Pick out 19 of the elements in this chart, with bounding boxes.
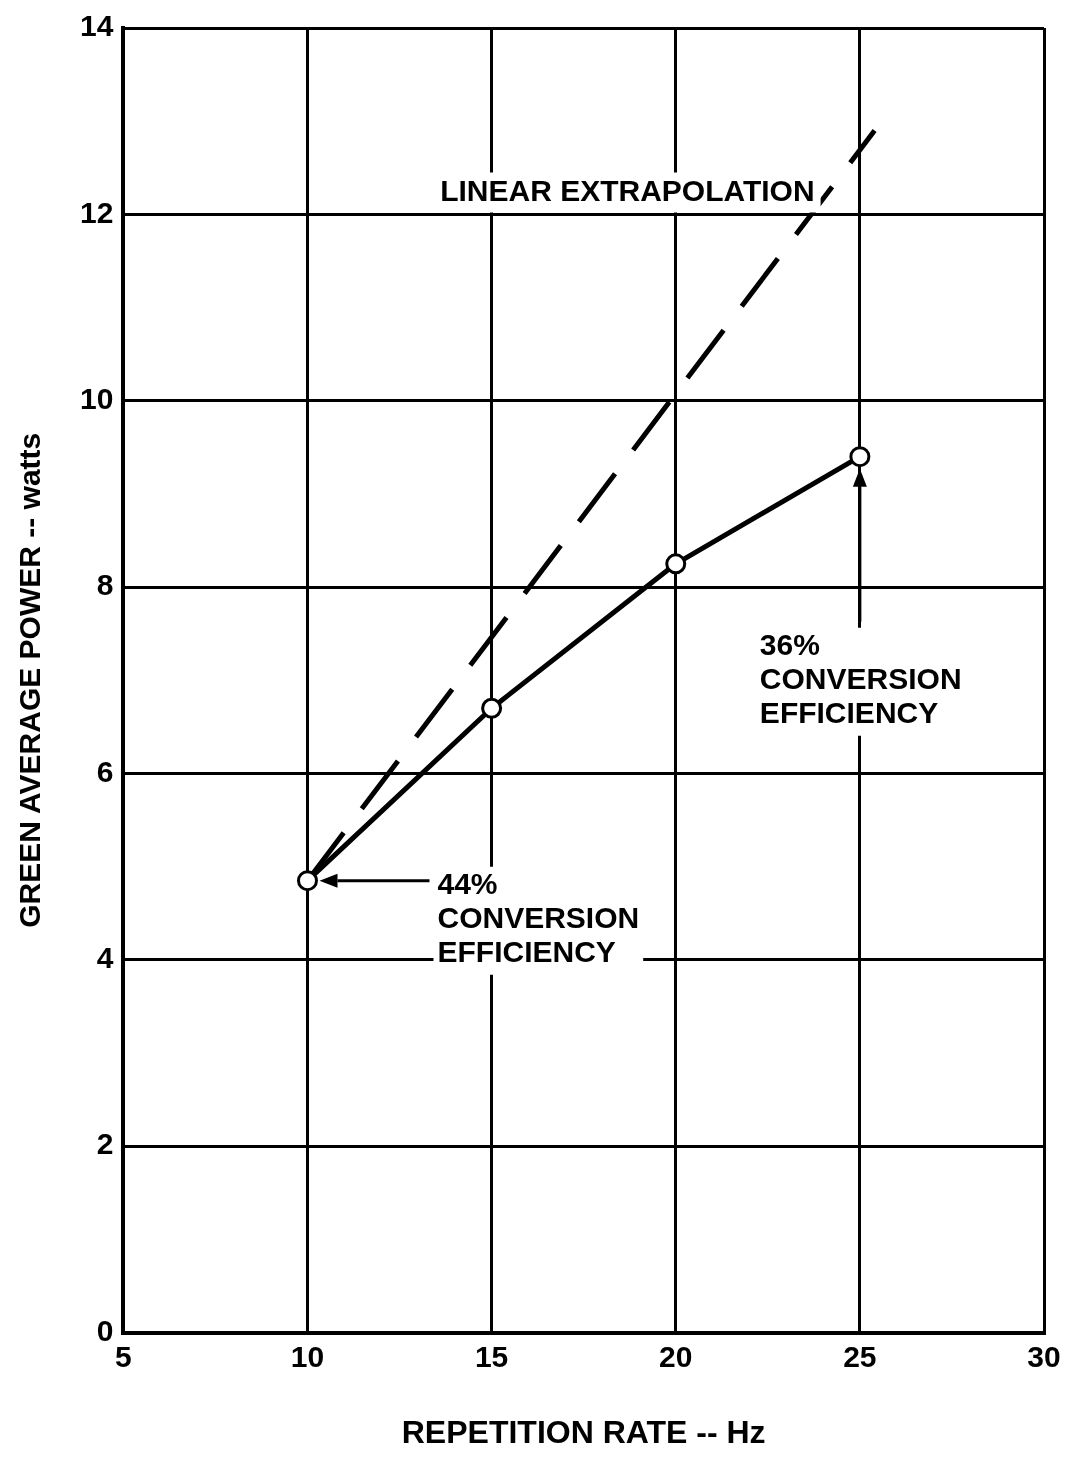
x-axis-title: REPETITION RATE -- Hz — [401, 1413, 766, 1450]
x-tick-label: 5 — [115, 1339, 132, 1373]
series-label: LINEAR EXTRAPOLATION — [440, 173, 815, 207]
x-tick-label: 20 — [659, 1339, 693, 1373]
y-tick-label: 0 — [96, 1313, 114, 1347]
y-tick-label: 12 — [79, 195, 114, 229]
y-tick-label: 14 — [79, 9, 114, 43]
x-tick-label: 15 — [474, 1339, 509, 1373]
y-tick-label: 2 — [96, 1127, 114, 1161]
annotation: 44% CONVERSION EFFICIENCY — [437, 866, 640, 968]
x-tick-label: 25 — [843, 1339, 877, 1373]
y-axis-title: GREEN AVERAGE POWER -- watts — [13, 432, 47, 928]
y-tick-label: 4 — [96, 941, 114, 975]
x-tick-label: 10 — [290, 1339, 325, 1373]
x-tick-label: 30 — [1027, 1339, 1061, 1373]
annotation: 36% CONVERSION EFFICIENCY — [759, 627, 962, 729]
y-tick-label: 10 — [79, 382, 114, 416]
y-tick-label: 8 — [96, 568, 114, 602]
y-tick-label: 6 — [96, 754, 114, 788]
